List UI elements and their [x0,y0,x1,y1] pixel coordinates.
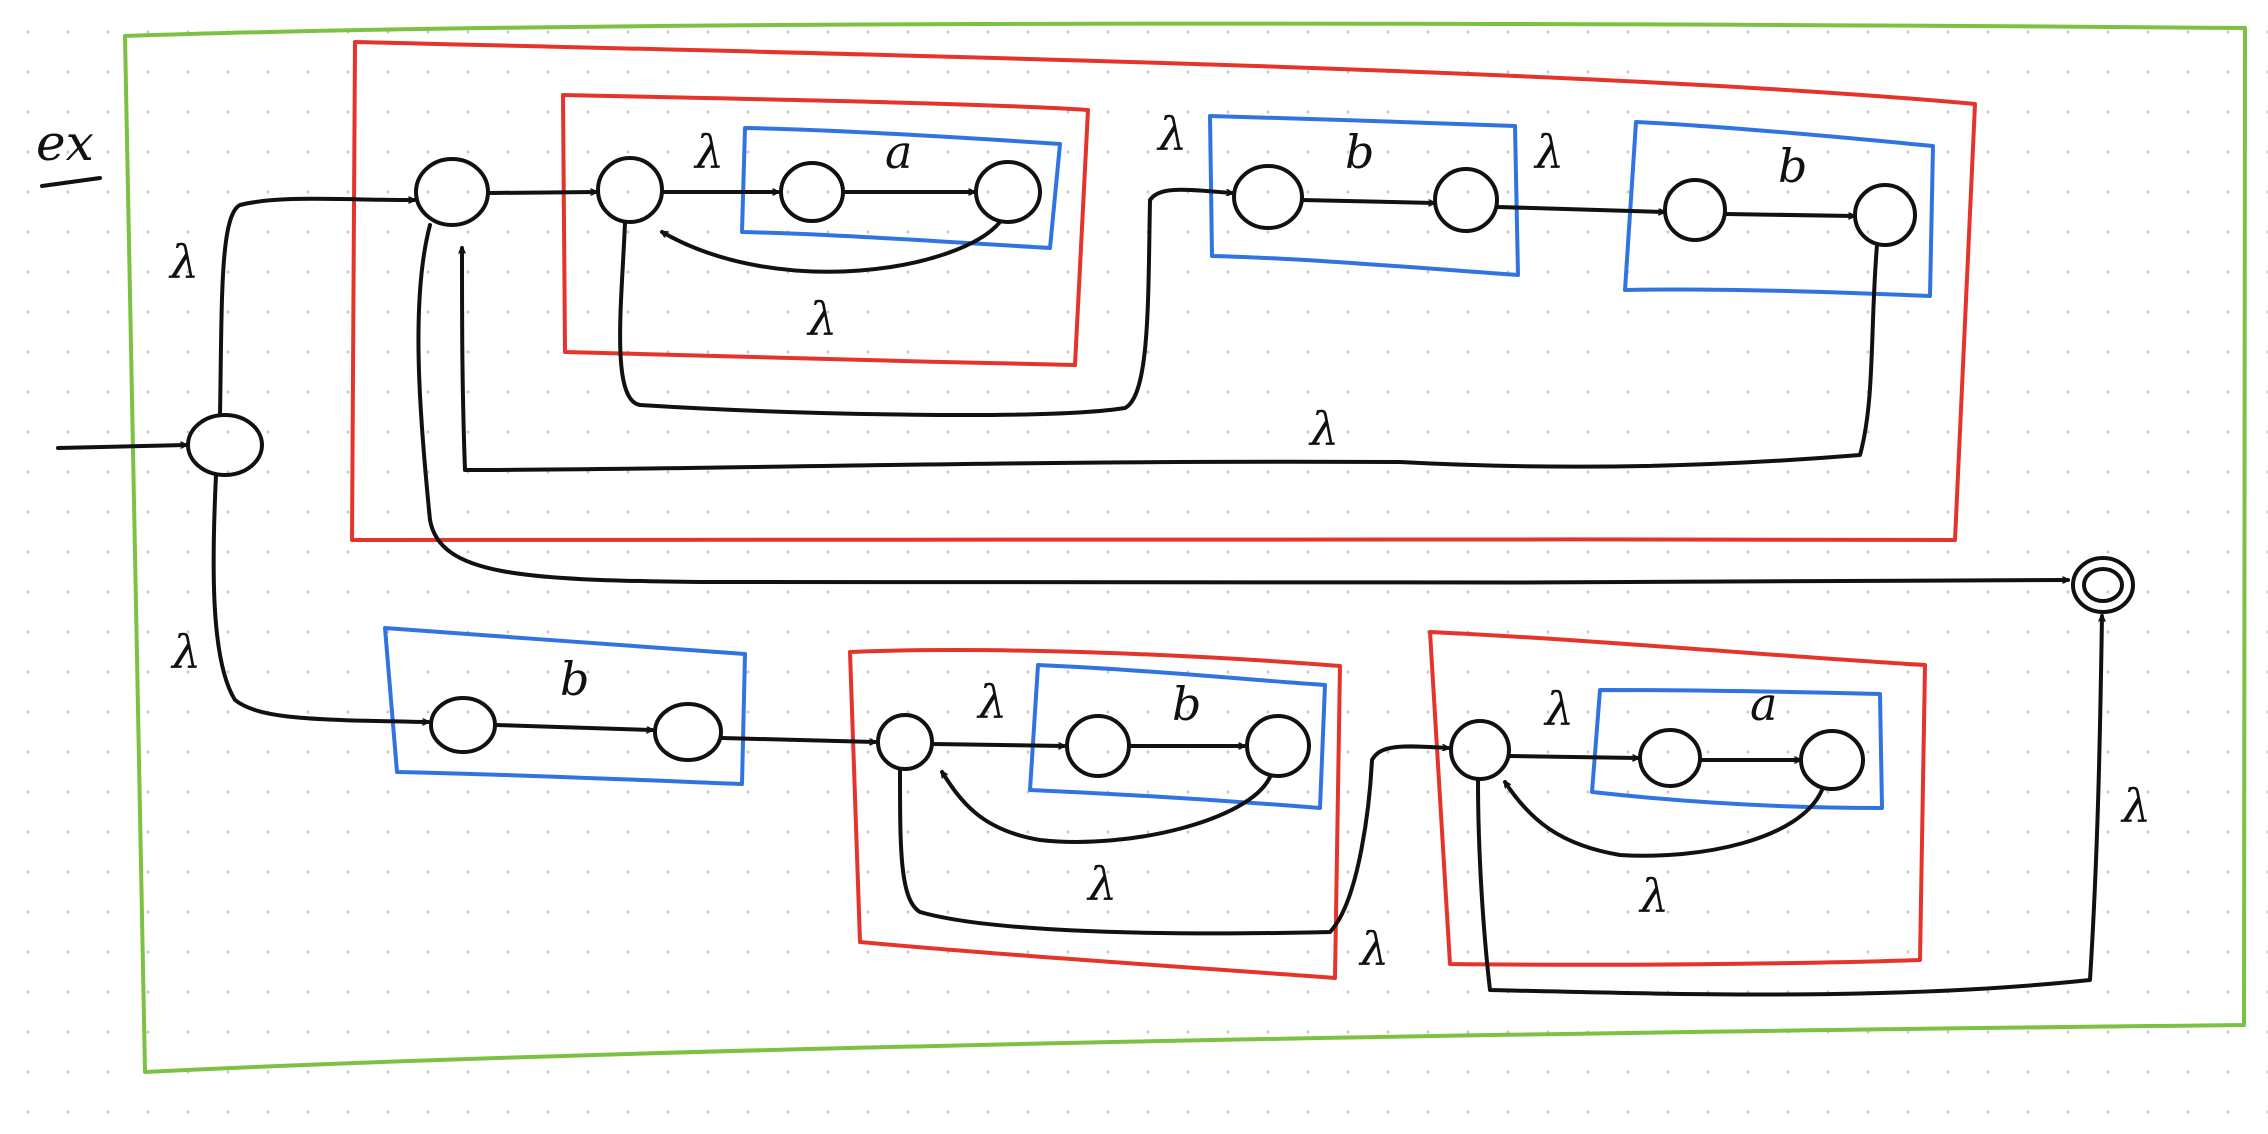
state-q2 [596,156,664,224]
state-accept-inner [2082,567,2124,603]
label-eps-start-top: λ [168,235,199,289]
label-eps-q1-q2: λ [693,125,724,179]
edge-start-q1 [218,199,416,417]
edge-q7-q8 [1724,212,1856,216]
label-b-top-2: b [1778,139,1807,193]
state-q4 [974,160,1042,224]
state-q8 [1853,183,1917,247]
label-a-bottom: a [1750,677,1777,731]
transitions [56,187,2102,997]
union-box-top-a [740,126,1062,250]
label-eps-outer-loop: λ [1308,402,1339,456]
transition-labels: λ λ λ a λ λ b λ b λ b λ b λ λ λ a λ λ [168,107,2151,976]
union-box-bottom-b2 [1028,663,1327,810]
union-box-top-b2 [1623,120,1935,298]
ex-label: ex [36,114,94,172]
union-box-top-b1 [1208,114,1520,277]
label-b-bottom-2: b [1172,677,1201,731]
label-eps-middle-loop: λ [1086,857,1117,911]
state-accept-outer [2071,556,2135,614]
edge-r5-r3-loop [940,772,1272,844]
edge-q8-q1-loop [462,243,1879,472]
star-box-bottom-middle [848,648,1342,980]
label-eps-r2-r3: λ [976,675,1007,729]
edge-start-r1 [211,473,430,722]
label-b-top-1: b [1345,125,1374,179]
state-r3 [876,713,934,771]
edge-r8-r6-loop [1503,782,1824,858]
edge-q1-accept [416,223,2070,586]
edge-q5-q6 [1300,198,1436,203]
label-eps-top-loop: λ [806,292,837,346]
outer-box [123,21,2247,1074]
label-eps-start-bottom: λ [170,625,201,679]
state-r2 [653,702,723,762]
star-box-top-inner [561,93,1090,367]
state-q3 [779,161,845,223]
state-r1 [429,696,497,754]
state-r8 [1799,729,1865,791]
edge-q4-q2-loop [662,220,1002,274]
label-eps-r3-r6: λ [1358,922,1389,976]
union-box-bottom-a [1590,688,1884,810]
edge-r6-accept [1476,614,2102,997]
state-r4 [1065,714,1131,778]
state-r5 [1245,714,1311,778]
states [186,156,2135,791]
state-r7 [1638,728,1702,788]
edge-r2-r3 [720,736,877,742]
ex-tag: ex [36,114,102,188]
star-box-top-outer [350,40,1977,543]
label-eps-q2-q5: λ [1156,107,1187,161]
state-q6 [1433,167,1499,233]
edge-r6-r7 [1508,754,1640,758]
edge-q6-q7 [1496,205,1666,212]
state-q1 [414,157,490,227]
state-r6 [1449,719,1511,781]
union-box-bottom-b1 [383,626,747,786]
label-a-top: a [885,125,912,179]
label-b-bottom-1: b [560,652,589,706]
edge-initial [56,445,188,450]
label-eps-right-loop: λ [1638,869,1669,923]
state-q7 [1663,178,1727,242]
edge-q1-q2 [486,192,598,193]
edge-r3-r4 [931,742,1066,746]
edge-r1-r2 [494,723,654,730]
ex-underline [40,176,102,188]
state-start [186,413,264,477]
star-box-bottom-right [1428,630,1927,967]
state-q5 [1232,164,1304,230]
label-eps-q6-q7: λ [1533,125,1564,179]
edge-q2-q5 [618,187,1234,417]
label-eps-r6-accept: λ [2120,779,2151,833]
edge-r3-r6 [898,746,1450,936]
label-eps-r6-r7: λ [1543,682,1574,736]
